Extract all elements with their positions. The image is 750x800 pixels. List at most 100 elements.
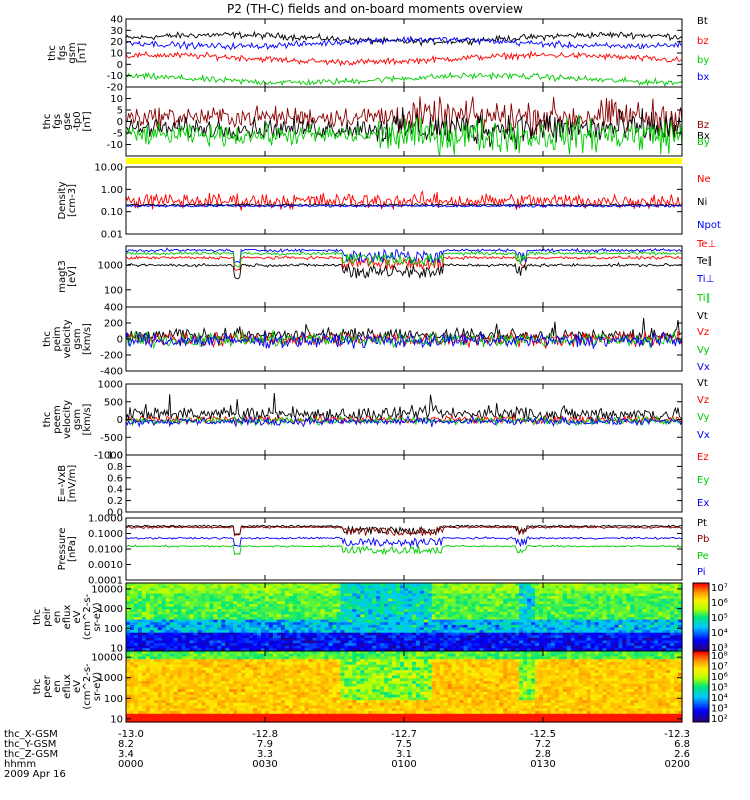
spectrogram-cell xyxy=(614,598,620,602)
spectrogram-cell xyxy=(364,627,369,631)
spectrogram-cell xyxy=(197,697,203,701)
spectrogram-cell xyxy=(614,614,620,618)
spectrogram-cell xyxy=(372,609,377,613)
spectrogram-cell xyxy=(149,681,155,685)
spectrogram-cell xyxy=(340,588,346,592)
spectrogram-cell xyxy=(451,593,457,597)
spectrogram-cell xyxy=(364,603,369,608)
spectrogram-cell xyxy=(320,622,326,626)
spectrogram-cell xyxy=(201,686,207,690)
spectrogram-cell xyxy=(288,614,294,618)
spectrogram-cell xyxy=(221,700,226,704)
spectrogram-cell xyxy=(292,637,298,642)
spectrogram-cell xyxy=(578,624,584,629)
spectrogram-cell xyxy=(642,635,647,639)
spectrogram-cell xyxy=(161,661,167,666)
spectrogram-cell xyxy=(646,645,651,649)
spectrogram-cell xyxy=(141,585,147,589)
spectrogram-cell xyxy=(213,617,218,621)
spectrogram-cell xyxy=(491,596,496,600)
spectrogram-cell xyxy=(340,648,346,652)
spectrogram-cell xyxy=(348,617,353,621)
spectrogram-cell xyxy=(193,603,199,608)
spectrogram-cell xyxy=(364,622,369,626)
spectrogram-cell xyxy=(670,617,675,621)
spectrogram-cell xyxy=(237,719,242,723)
spectrogram-cell xyxy=(618,596,624,600)
spectrogram-cell xyxy=(197,653,203,658)
spectrogram-cell xyxy=(265,590,270,595)
spectrogram-cell xyxy=(495,619,500,623)
spectrogram-cell xyxy=(400,648,405,652)
spectrogram-cell xyxy=(407,640,413,644)
spectrogram-cell xyxy=(535,635,540,639)
spectrogram-cell xyxy=(213,711,218,715)
spectrogram-cell xyxy=(578,637,584,642)
spectrogram-cell xyxy=(316,648,322,652)
spectrogram-cell xyxy=(221,702,226,707)
spectrogram-cell xyxy=(459,645,465,649)
spectrogram-cell xyxy=(455,593,461,597)
spectrogram-cell xyxy=(348,632,353,636)
spectrogram-cell xyxy=(197,585,203,589)
spectrogram-cell xyxy=(670,619,675,623)
spectrogram-cell xyxy=(237,659,242,663)
spectrogram-cell xyxy=(157,672,163,677)
spectrogram-cell xyxy=(272,640,278,644)
spectrogram-cell xyxy=(602,583,608,587)
spectrogram-cell xyxy=(261,585,266,589)
spectrogram-cell xyxy=(483,606,488,610)
spectrogram-cell xyxy=(237,681,242,685)
legend-entry: Ez xyxy=(697,452,709,463)
spectrogram-cell xyxy=(622,619,627,623)
spectrogram-cell xyxy=(550,603,556,608)
spectrogram-cell xyxy=(169,702,175,707)
spectrogram-cell xyxy=(475,627,481,631)
series-line-Te∥ xyxy=(125,261,683,280)
spectrogram-cell xyxy=(344,637,349,642)
spectrogram-cell xyxy=(558,648,564,652)
spectrogram-cell xyxy=(606,630,612,634)
spectrogram-cell xyxy=(376,601,381,605)
spectrogram-cell xyxy=(173,619,179,623)
spectrogram-cell xyxy=(261,614,266,618)
spectrogram-cell xyxy=(594,630,600,634)
spectrogram-cell xyxy=(546,627,552,631)
spectrogram-cell xyxy=(213,705,218,709)
spectrogram-cell xyxy=(622,640,627,644)
spectrogram-cell xyxy=(554,624,560,629)
spectrogram-cell xyxy=(483,648,488,652)
spectrogram-cell xyxy=(268,672,274,677)
spectrogram-cell xyxy=(646,593,651,597)
spectrogram-cell xyxy=(193,585,199,589)
spectrogram-cell xyxy=(376,630,381,634)
spectrogram-cell xyxy=(185,645,191,649)
spectrogram-cell xyxy=(141,681,147,685)
spectrogram-cell xyxy=(535,637,540,642)
spectrogram-cell xyxy=(165,700,171,704)
spectrogram-cell xyxy=(539,632,544,636)
spectrogram-cell xyxy=(594,596,600,600)
spectrogram-cell xyxy=(217,672,222,677)
spectrogram-cell xyxy=(670,583,675,587)
spectrogram-cell xyxy=(173,645,179,649)
spectrogram-cell xyxy=(268,711,274,715)
spectrogram-cell xyxy=(193,681,199,685)
spectrogram-cell xyxy=(237,583,242,587)
spectrogram-cell xyxy=(312,614,318,618)
spectrogram-cell xyxy=(614,603,620,608)
spectrogram-cell xyxy=(415,617,421,621)
spectrogram-cell xyxy=(268,583,274,587)
spectrogram-cell xyxy=(499,596,504,600)
spectrogram-cell xyxy=(332,637,338,642)
spectrogram-cell xyxy=(503,601,508,605)
spectrogram-cell xyxy=(598,603,604,608)
spectrogram-cell xyxy=(268,624,274,629)
spectrogram-cell xyxy=(161,694,167,699)
spectrogram-cell xyxy=(543,611,548,615)
spectrogram-cell xyxy=(217,588,222,592)
spectrogram-cell xyxy=(137,624,143,629)
spectrogram-cell xyxy=(209,672,214,677)
spectrogram-cell xyxy=(666,585,671,589)
